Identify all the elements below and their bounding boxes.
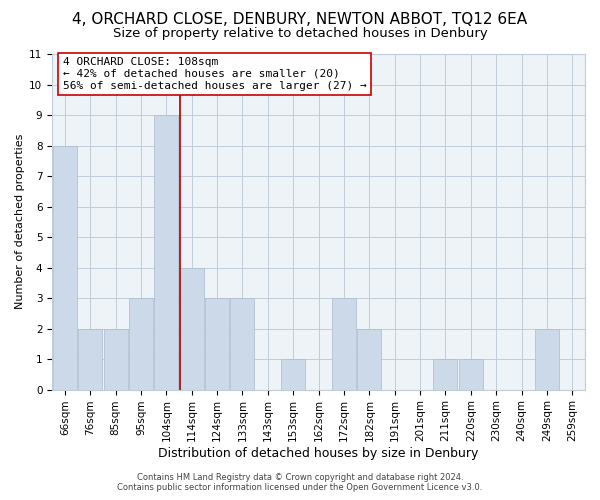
Bar xyxy=(459,359,483,390)
Bar xyxy=(104,328,128,390)
Bar xyxy=(179,268,204,390)
Bar xyxy=(357,328,382,390)
Bar xyxy=(154,115,178,390)
Bar xyxy=(53,146,77,390)
Bar xyxy=(535,328,559,390)
Text: 4, ORCHARD CLOSE, DENBURY, NEWTON ABBOT, TQ12 6EA: 4, ORCHARD CLOSE, DENBURY, NEWTON ABBOT,… xyxy=(73,12,527,28)
Bar xyxy=(433,359,457,390)
Bar xyxy=(281,359,305,390)
Y-axis label: Number of detached properties: Number of detached properties xyxy=(15,134,25,310)
Text: Size of property relative to detached houses in Denbury: Size of property relative to detached ho… xyxy=(113,28,487,40)
Text: Contains HM Land Registry data © Crown copyright and database right 2024.
Contai: Contains HM Land Registry data © Crown c… xyxy=(118,473,482,492)
Text: 4 ORCHARD CLOSE: 108sqm
← 42% of detached houses are smaller (20)
56% of semi-de: 4 ORCHARD CLOSE: 108sqm ← 42% of detache… xyxy=(63,58,367,90)
Bar xyxy=(230,298,254,390)
Bar xyxy=(78,328,102,390)
Bar xyxy=(205,298,229,390)
Bar xyxy=(129,298,153,390)
X-axis label: Distribution of detached houses by size in Denbury: Distribution of detached houses by size … xyxy=(158,447,479,460)
Bar xyxy=(332,298,356,390)
